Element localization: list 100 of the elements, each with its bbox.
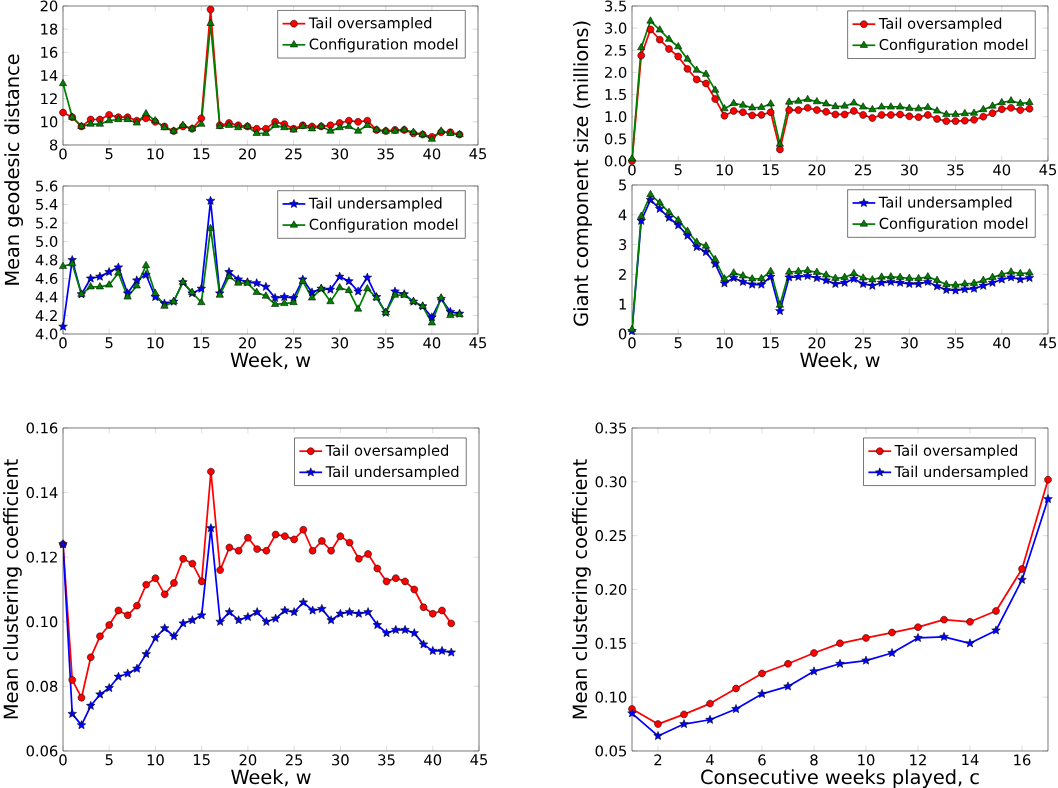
y-tick-label: 5.4 xyxy=(36,199,58,210)
x-tick-label: 30 xyxy=(332,754,349,766)
y-tick-label: 2 xyxy=(619,268,626,280)
x-tick-label: 5 xyxy=(105,148,113,160)
y-tick-label: 16 xyxy=(41,46,58,58)
x-tick-label: 45 xyxy=(1039,164,1057,176)
y-tick-label: 0.35 xyxy=(595,422,627,434)
y-tick-label: 5 xyxy=(619,179,627,191)
x-tick-label: 45 xyxy=(469,337,487,349)
legend-label: Tail undersampled xyxy=(894,465,1028,480)
x-tick-label: 30 xyxy=(331,148,349,160)
x-tick-label: 4 xyxy=(706,754,714,766)
x-tick-label: 15 xyxy=(193,754,210,766)
x-tick-label: 40 xyxy=(993,164,1011,176)
y-tick-label: 0.06 xyxy=(26,745,58,757)
legend-label: Configuration model xyxy=(879,217,1028,232)
y-tick-label: 4.0 xyxy=(35,328,58,340)
x-tick-label: 10 xyxy=(147,754,164,766)
legend-label: Tail undersampled xyxy=(878,196,1012,211)
y-tick-label: 3.5 xyxy=(605,0,627,12)
y-tick-label: 0.16 xyxy=(26,422,58,434)
x-tick-label: 0 xyxy=(628,164,636,176)
x-tick-label: 0 xyxy=(59,754,67,766)
x-tick-label: 40 xyxy=(423,148,441,160)
x-tick-label: 40 xyxy=(424,754,442,766)
y-tick-label: 1.5 xyxy=(605,89,627,101)
x-tick-label: 35 xyxy=(947,164,964,176)
x-tick-label: 30 xyxy=(901,337,918,349)
y-tick-label: 0.30 xyxy=(595,476,627,488)
x-tick-label: 20 xyxy=(239,337,256,349)
x-tick-label: 0 xyxy=(59,148,67,160)
x-tick-label: 10 xyxy=(716,337,733,349)
y-tick-label: 1 xyxy=(619,298,626,310)
y-tick-label: 4 xyxy=(618,209,627,221)
y-tick-label: 0.0 xyxy=(604,155,627,167)
y-tick-label: 14 xyxy=(41,70,58,81)
y-tick-label: 0.10 xyxy=(595,691,627,703)
y-axis-title: Mean geodesic distance xyxy=(4,54,24,285)
y-tick-label: 10 xyxy=(41,116,58,128)
x-tick-label: 0 xyxy=(628,337,636,349)
y-tick-label: 4.6 xyxy=(35,272,58,285)
x-tick-label: 25 xyxy=(285,337,302,349)
x-tick-label: 35 xyxy=(947,337,964,349)
x-tick-label: 25 xyxy=(285,754,303,766)
y-tick-label: 0.25 xyxy=(595,530,627,542)
x-tick-label: 10 xyxy=(147,148,164,160)
y-tick-label: 0.10 xyxy=(26,616,58,628)
x-tick-label: 15 xyxy=(762,164,779,176)
y-tick-label: 3.0 xyxy=(605,22,627,34)
y-tick-label: 4.2 xyxy=(35,310,57,321)
x-tick-label: 45 xyxy=(1039,337,1057,349)
x-tick-label: 15 xyxy=(193,148,210,160)
x-tick-label: 40 xyxy=(993,337,1011,349)
legend-label: Tail oversampled xyxy=(894,444,1017,459)
x-tick-label: 10 xyxy=(716,164,733,176)
y-axis-title: Mean clustering coefficient xyxy=(3,459,22,719)
x-axis-title: Week, w xyxy=(230,352,311,370)
legend-label: Tail undersampled xyxy=(325,465,459,480)
y-tick-label: 20 xyxy=(40,0,58,12)
legend-label: Tail oversampled xyxy=(878,17,1002,32)
legend-label: Configuration model xyxy=(309,218,458,233)
y-tick-label: 0.15 xyxy=(595,637,627,649)
legend-label: Tail undersampled xyxy=(308,197,442,212)
x-tick-label: 16 xyxy=(1014,754,1031,766)
x-tick-label: 40 xyxy=(423,337,441,349)
y-tick-label: 0.05 xyxy=(595,745,627,757)
x-tick-label: 5 xyxy=(674,337,682,349)
x-tick-label: 35 xyxy=(377,148,394,160)
y-tick-label: 4.8 xyxy=(35,254,58,266)
x-tick-label: 35 xyxy=(377,337,394,349)
x-tick-label: 20 xyxy=(239,754,257,766)
y-tick-label: 8 xyxy=(49,139,58,151)
x-tick-label: 30 xyxy=(901,164,918,176)
x-tick-label: 5 xyxy=(105,337,113,349)
x-tick-label: 15 xyxy=(193,337,210,349)
x-tick-label: 45 xyxy=(470,754,488,766)
x-tick-label: 30 xyxy=(331,337,349,349)
y-tick-label: 0.20 xyxy=(595,583,627,596)
x-tick-label: 20 xyxy=(808,337,826,349)
y-tick-label: 5.0 xyxy=(36,235,58,248)
y-tick-label: 5.6 xyxy=(36,180,58,192)
legend-label: Configuration model xyxy=(309,38,458,53)
y-tick-label: 12 xyxy=(41,93,57,105)
legend-label: Configuration model xyxy=(879,38,1028,53)
x-tick-label: 20 xyxy=(808,164,826,176)
y-tick-label: 0.12 xyxy=(26,551,57,563)
x-tick-label: 25 xyxy=(285,148,302,160)
y-tick-label: 5.2 xyxy=(36,217,57,229)
x-tick-label: 0 xyxy=(59,337,67,349)
x-tick-label: 5 xyxy=(674,164,682,176)
y-tick-label: 18 xyxy=(41,23,58,35)
x-tick-label: 6 xyxy=(758,754,766,766)
x-axis-title: Consecutive weeks played, c xyxy=(701,769,979,788)
x-tick-label: 12 xyxy=(910,754,926,766)
x-axis-title: Week, w xyxy=(800,352,880,370)
x-tick-label: 14 xyxy=(962,754,979,766)
x-tick-label: 25 xyxy=(854,337,872,349)
y-tick-label: 4.4 xyxy=(35,291,58,303)
x-axis-title: Week, w xyxy=(231,769,311,787)
x-tick-label: 20 xyxy=(239,148,256,160)
